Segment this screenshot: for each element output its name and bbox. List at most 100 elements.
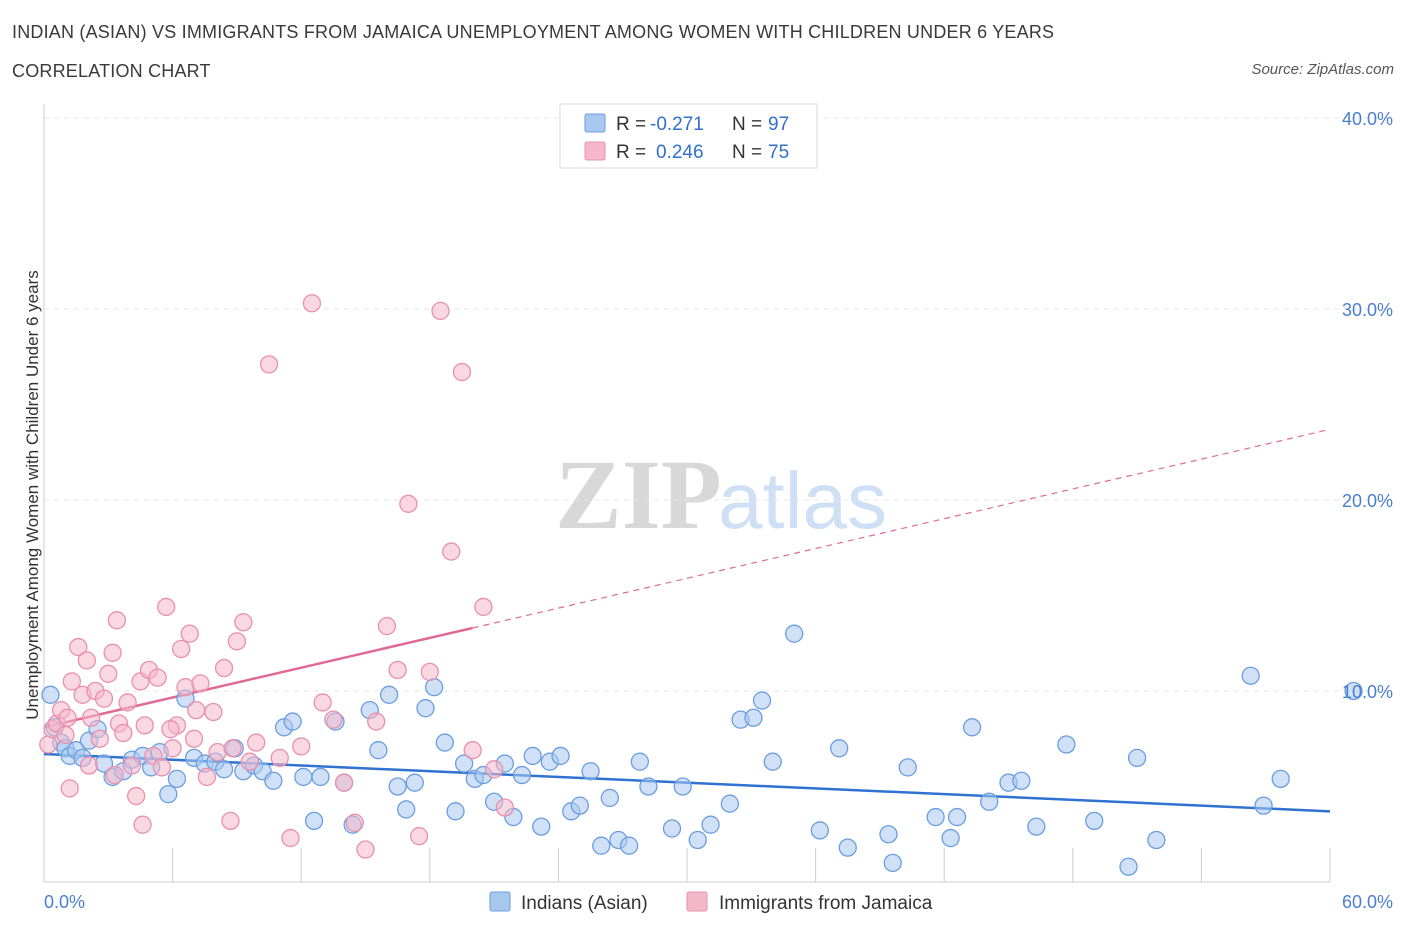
blue-point-73 (752, 691, 772, 710)
pink-point-5 (58, 708, 77, 727)
pink-point-15 (103, 643, 122, 662)
pink-point-18 (114, 723, 133, 743)
blue-point-40 (397, 800, 416, 819)
blue-point-94 (1147, 830, 1166, 850)
blue-point-98 (1344, 681, 1363, 701)
blue-point-64 (630, 752, 649, 771)
pink-point-45 (259, 355, 279, 374)
legend-n-value-2: 75 (768, 142, 789, 163)
blue-point-96 (1254, 796, 1273, 815)
pink-point-62 (442, 542, 461, 561)
blue-point-46 (454, 754, 474, 773)
blue-point-72 (744, 708, 763, 727)
pink-point-12 (90, 729, 109, 748)
pink-point-70 (105, 765, 124, 785)
pink-point-9 (77, 651, 97, 670)
pink-point-55 (367, 712, 386, 731)
legend-swatch-pink (584, 141, 606, 161)
blue-point-42 (416, 699, 435, 718)
pink-point-64 (463, 741, 482, 760)
blue-point-61 (600, 788, 619, 808)
pink-point-23 (135, 716, 154, 735)
y-tick-label-3: 40.0% (1342, 109, 1393, 129)
blue-point-83 (941, 828, 960, 848)
blue-point-52 (512, 765, 532, 785)
pink-point-13 (94, 689, 114, 708)
blue-point-53 (523, 746, 542, 766)
blue-point-93 (1127, 748, 1147, 767)
pink-point-40 (221, 811, 240, 831)
blue-point-58 (570, 796, 589, 815)
blue-point-89 (1027, 817, 1046, 836)
blue-point-38 (379, 685, 399, 704)
blue-point-69 (701, 815, 720, 834)
pink-point-72 (161, 720, 180, 739)
pink-point-10 (82, 708, 101, 727)
blue-point-74 (763, 752, 782, 771)
blue-point-67 (673, 777, 692, 796)
blue-point-29 (283, 712, 302, 731)
pink-point-14 (99, 664, 118, 683)
pink-point-35 (191, 674, 210, 693)
blue-point-68 (688, 830, 707, 850)
legend-r-value-1: -0.271 (650, 114, 704, 135)
pink-point-54 (356, 840, 375, 859)
pink-point-50 (313, 693, 332, 712)
pink-point-67 (495, 798, 514, 817)
bottom-legend-swatch-blue (489, 891, 511, 912)
legend-swatch-blue (584, 113, 606, 133)
blue-point-66 (662, 819, 682, 838)
blue-point-76 (810, 821, 830, 840)
pink-point-0 (39, 735, 58, 754)
pink-point-51 (324, 710, 343, 729)
y-tick-label-1: 20.0% (1342, 491, 1393, 511)
y-tick-labels: 10.0% 20.0% 30.0% 40.0% (1342, 109, 1393, 702)
chart-title: INDIAN (ASIAN) VS IMMIGRANTS FROM JAMAIC… (12, 22, 1055, 42)
legend-n-label-2: N = (732, 142, 762, 163)
blue-point-84 (947, 807, 967, 827)
blue-point-95 (1241, 666, 1260, 685)
legend-n-label-1: N = (732, 114, 762, 135)
pink-point-36 (197, 767, 217, 787)
pink-point-69 (79, 756, 99, 775)
blue-point-75 (785, 624, 804, 643)
pink-point-4 (56, 725, 75, 745)
blue-point-79 (879, 825, 898, 844)
pink-point-38 (208, 742, 227, 762)
blue-point-81 (898, 758, 917, 777)
chart-subtitle: CORRELATION CHART (12, 61, 211, 81)
pink-point-33 (180, 624, 199, 643)
blue-point-92 (1119, 857, 1138, 876)
blue-point-41 (405, 773, 424, 792)
legend-r-label-2: R = (616, 142, 646, 163)
y-tick-label-2: 30.0% (1342, 300, 1393, 320)
pink-point-41 (227, 632, 247, 651)
data-points (39, 294, 1363, 876)
blue-point-60 (592, 836, 611, 855)
x-tick-label-max: 60.0% (1342, 892, 1393, 912)
pink-point-52 (334, 773, 354, 792)
pink-point-26 (148, 668, 167, 687)
y-axis-label: Unemployment Among Women with Children U… (23, 270, 42, 719)
pink-point-7 (69, 637, 88, 657)
blue-point-63 (619, 836, 639, 855)
pink-point-20 (122, 756, 142, 775)
blue-point-16 (159, 784, 178, 804)
correlation-legend: R = -0.271 N = 97 R = 0.246 N = 75 (559, 103, 818, 169)
pink-point-29 (163, 739, 182, 758)
pink-point-56 (377, 616, 397, 636)
blue-point-91 (1085, 811, 1104, 831)
x-tick-label-min: 0.0% (44, 892, 85, 912)
pink-point-63 (452, 362, 472, 382)
pink-point-58 (399, 494, 418, 513)
trend-line-jamaica-extension (472, 428, 1331, 629)
blue-point-0 (41, 685, 60, 704)
blue-point-86 (980, 792, 999, 811)
blue-point-65 (639, 777, 658, 796)
blue-point-97 (1271, 769, 1290, 789)
pink-point-16 (107, 611, 127, 630)
blue-point-17 (167, 769, 187, 789)
blue-point-37 (369, 741, 388, 760)
pink-point-42 (234, 613, 253, 632)
source-label: Source: ZipAtlas.com (1251, 61, 1394, 78)
